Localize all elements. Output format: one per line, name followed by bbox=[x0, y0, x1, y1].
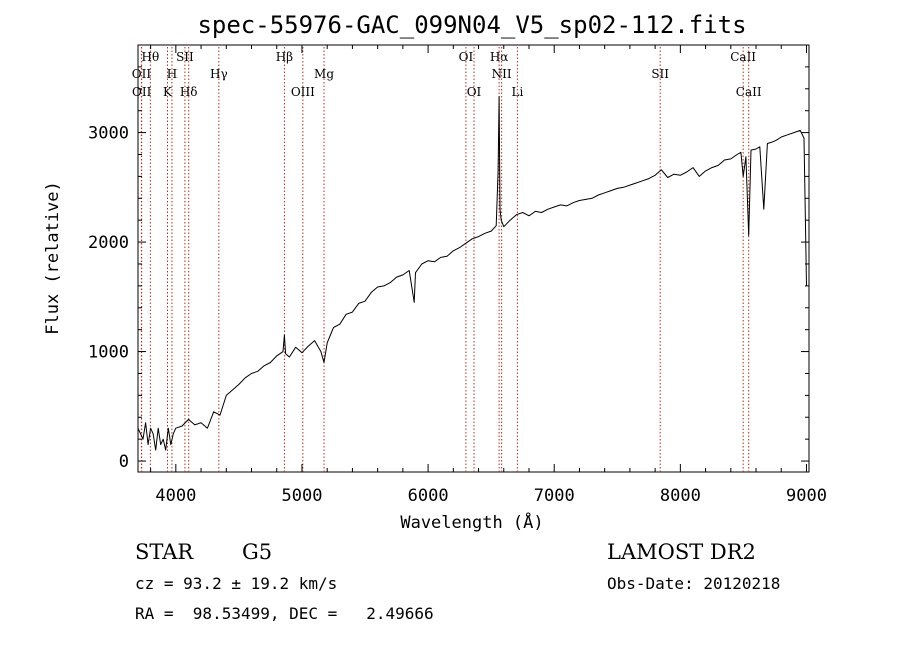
chart-title: spec-55976-GAC_099N04_V5_sp02-112.fits bbox=[197, 11, 746, 39]
observation-date: Obs-Date: 20120218 bbox=[607, 574, 780, 593]
line-marker-label: NII bbox=[492, 67, 512, 81]
line-marker-label: K bbox=[163, 85, 173, 99]
object-subclass: G5 bbox=[242, 540, 272, 564]
line-marker-label: Hγ bbox=[210, 67, 228, 81]
y-tick-label: 2000 bbox=[88, 233, 129, 253]
x-axis-label: Wavelength (Å) bbox=[400, 511, 543, 533]
x-tick-label: 5000 bbox=[281, 486, 322, 506]
line-marker-label: SII bbox=[651, 67, 669, 81]
line-marker-label: OI bbox=[459, 50, 474, 64]
y-axis-ticks: 0 1000 2000 3000 bbox=[88, 66, 809, 472]
x-tick-label: 6000 bbox=[408, 486, 449, 506]
line-marker-label: CaII bbox=[730, 50, 756, 64]
line-marker-label: OIII bbox=[291, 85, 315, 99]
survey-name: LAMOST DR2 bbox=[607, 540, 756, 564]
line-marker-label: Mg bbox=[314, 67, 334, 81]
line-marker-label: SII bbox=[176, 50, 194, 64]
line-markers: Hθ OII OII HK SII Hδ Hγ Hβ OIII Mg OI OI Hα NII Li SII C… bbox=[132, 47, 762, 472]
x-tick-label: 4000 bbox=[155, 486, 196, 506]
line-marker-label: Hβ bbox=[276, 50, 293, 64]
y-tick-label: 0 bbox=[119, 452, 129, 472]
x-tick-label: 8000 bbox=[660, 486, 701, 506]
y-axis-label: Flux (relative) bbox=[43, 181, 63, 335]
line-marker-label: OII bbox=[132, 85, 152, 99]
x-tick-label: 9000 bbox=[786, 486, 827, 506]
x-axis-ticks: 4000 5000 6000 7000 8000 9000 bbox=[150, 45, 827, 506]
line-marker-label: Hα bbox=[490, 50, 509, 64]
line-marker-label: OII bbox=[132, 67, 152, 81]
line-marker-label: H bbox=[167, 67, 177, 81]
spectrum-line bbox=[137, 96, 807, 451]
line-marker-label: Hθ bbox=[142, 50, 160, 64]
object-class: STAR bbox=[135, 540, 194, 564]
line-marker-label: Hδ bbox=[180, 85, 198, 99]
redshift-velocity: cz = 93.2 ± 19.2 km/s bbox=[135, 574, 337, 593]
line-marker-label: OI bbox=[467, 85, 482, 99]
x-tick-label: 7000 bbox=[534, 486, 575, 506]
plot-frame bbox=[137, 44, 810, 473]
y-tick-label: 1000 bbox=[88, 343, 129, 363]
line-marker-label: Li bbox=[511, 85, 523, 99]
line-marker-label: CaII bbox=[736, 85, 762, 99]
y-tick-label: 3000 bbox=[88, 124, 129, 144]
coordinates: RA = 98.53499, DEC = 2.49666 bbox=[135, 604, 434, 623]
